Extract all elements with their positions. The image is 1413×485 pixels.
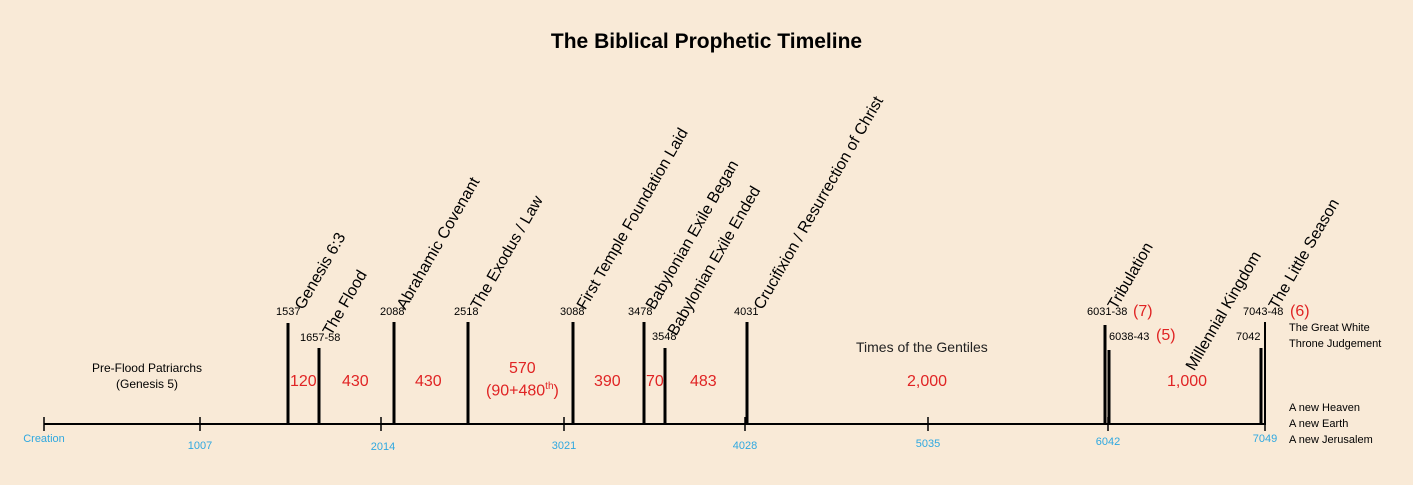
year-label-3548: 3548 [652,331,677,343]
new-creation-line-2: A new Earth [1289,418,1349,430]
white-throne-label: The Great White Throne Judgement [1289,320,1381,352]
year-label-6038-43: 6038-43 [1109,331,1150,343]
year-label-3088: 3088 [560,306,585,318]
axis-label-creation: Creation [23,433,65,445]
interval-70: 70 [646,373,664,390]
axis-label-3021: 3021 [551,440,577,452]
new-creation-label: A new Heaven A new Earth A new Jerusalem [1289,400,1373,448]
interval-120: 120 [290,373,317,390]
duration-note-7: (7) [1133,303,1153,320]
new-creation-line-3: A new Jerusalem [1289,434,1373,446]
white-throne-line-1: The Great White [1289,322,1370,334]
interval-2000: 2,000 [907,373,948,390]
interval-483: 483 [690,373,717,390]
axis-label-4028: 4028 [732,440,758,452]
axis-label-2014: 2014 [370,441,396,453]
new-creation-line-1: A new Heaven [1289,402,1360,414]
year-label-2518: 2518 [454,306,479,318]
year-label-7043-48: 7043-48 [1243,306,1284,318]
interval-430-b: 430 [415,373,442,390]
interval-570: 570 [509,360,536,377]
interval-1000: 1,000 [1167,373,1208,390]
page-title: The Biblical Prophetic Timeline [550,30,863,53]
axis-label-1007: 1007 [187,440,213,452]
interval-390: 390 [594,373,621,390]
year-label-7042: 7042 [1236,331,1261,343]
interval-570-breakdown-sup: th [545,381,554,392]
year-label-2088: 2088 [380,306,405,318]
axis-label-7049: 7049 [1252,433,1278,445]
preflood-label: Pre-Flood Patriarchs (Genesis 5) [86,361,208,391]
interval-570-breakdown-suffix: ) [553,382,559,400]
preflood-line-1: Pre-Flood Patriarchs [91,361,203,375]
duration-note-6: (6) [1290,303,1310,320]
year-label-4031: 4031 [734,306,759,318]
year-label-6031-38: 6031-38 [1087,306,1128,318]
interval-570-breakdown-prefix: (90+480 [486,382,546,400]
year-label-1657-58: 1657-58 [300,332,341,344]
year-label-1537: 1537 [276,306,301,318]
preflood-line-2: (Genesis 5) [115,377,179,391]
year-label-3478: 3478 [628,306,653,318]
interval-430-a: 430 [342,373,369,390]
times-of-gentiles-label: Times of the Gentiles [856,339,988,355]
axis-label-5035: 5035 [915,438,941,450]
axis-label-6042: 6042 [1095,436,1121,448]
duration-note-5: (5) [1156,327,1176,344]
interval-570-breakdown: (90+480th) [486,381,559,400]
white-throne-line-2: Throne Judgement [1289,338,1382,350]
